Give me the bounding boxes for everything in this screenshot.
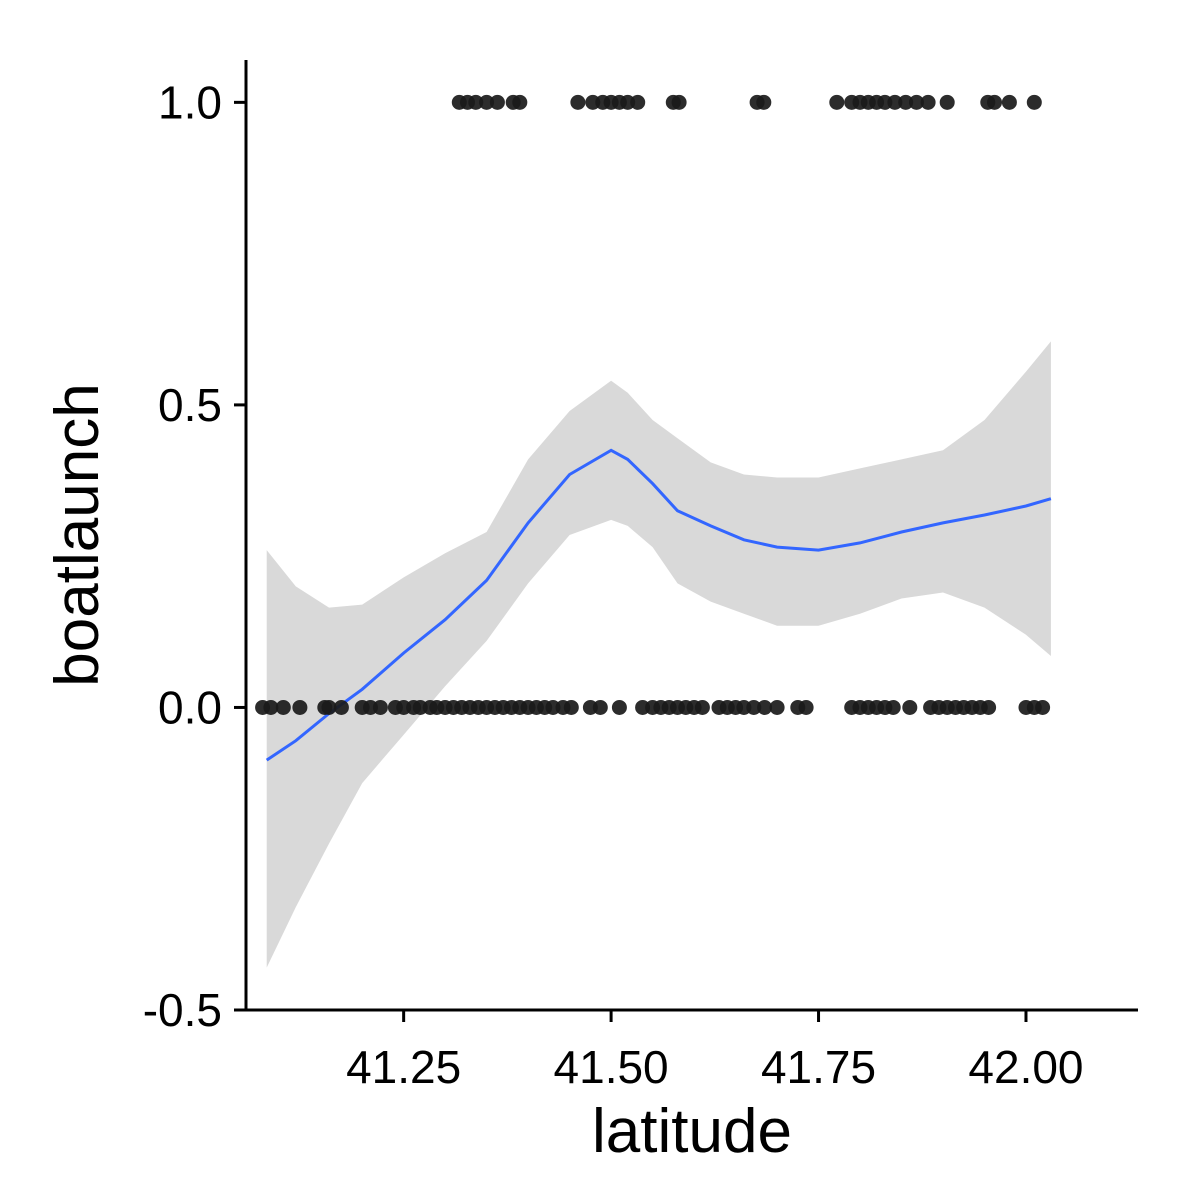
data-point xyxy=(885,699,901,715)
data-point xyxy=(489,94,505,110)
data-point xyxy=(798,699,814,715)
data-point xyxy=(909,94,924,110)
data-point xyxy=(275,699,291,715)
x-axis-ticks: 41.25 41.50 41.75 42.00 xyxy=(346,1010,1084,1093)
data-point xyxy=(756,94,772,110)
data-point xyxy=(769,699,785,715)
data-point xyxy=(333,699,349,715)
data-point xyxy=(694,699,710,715)
data-point xyxy=(757,699,773,715)
data-point xyxy=(887,94,903,110)
y-tick-label: 1.0 xyxy=(158,76,222,128)
x-tick-label: 41.50 xyxy=(554,1041,669,1093)
data-point xyxy=(292,699,308,715)
data-point xyxy=(671,94,687,110)
data-point xyxy=(468,94,484,110)
data-point xyxy=(898,94,914,110)
x-tick-label: 41.75 xyxy=(761,1041,876,1093)
y-tick-label: 0.5 xyxy=(158,379,222,431)
y-tick-label: 0.0 xyxy=(158,681,222,733)
smooth-fit-line xyxy=(265,448,1052,762)
data-point xyxy=(939,94,955,110)
y-tick-label: -0.5 xyxy=(143,984,222,1036)
y-axis-ticks: -0.5 0.0 0.5 1.0 xyxy=(143,76,246,1036)
data-point xyxy=(611,699,627,715)
data-point xyxy=(570,94,586,110)
x-tick-label: 41.25 xyxy=(346,1041,461,1093)
data-point xyxy=(1001,94,1017,110)
data-point xyxy=(987,94,1002,110)
data-point xyxy=(263,699,279,715)
data-point xyxy=(1026,94,1042,110)
x-axis-title: latitude xyxy=(592,1097,792,1166)
data-point xyxy=(592,699,608,715)
data-point xyxy=(829,94,845,110)
points-layer xyxy=(255,94,1051,715)
data-point xyxy=(479,94,495,110)
data-point xyxy=(746,699,762,715)
data-point xyxy=(630,94,646,110)
data-point xyxy=(563,699,579,715)
x-tick-label: 42.00 xyxy=(968,1041,1083,1093)
y-axis-title: boatlaunch xyxy=(43,383,112,686)
data-point xyxy=(902,699,918,715)
data-point xyxy=(321,699,337,715)
data-point xyxy=(920,94,936,110)
data-point xyxy=(1035,699,1051,715)
data-point xyxy=(372,699,388,715)
data-point xyxy=(981,699,997,715)
data-point xyxy=(512,94,528,110)
confidence-band xyxy=(266,341,1051,968)
